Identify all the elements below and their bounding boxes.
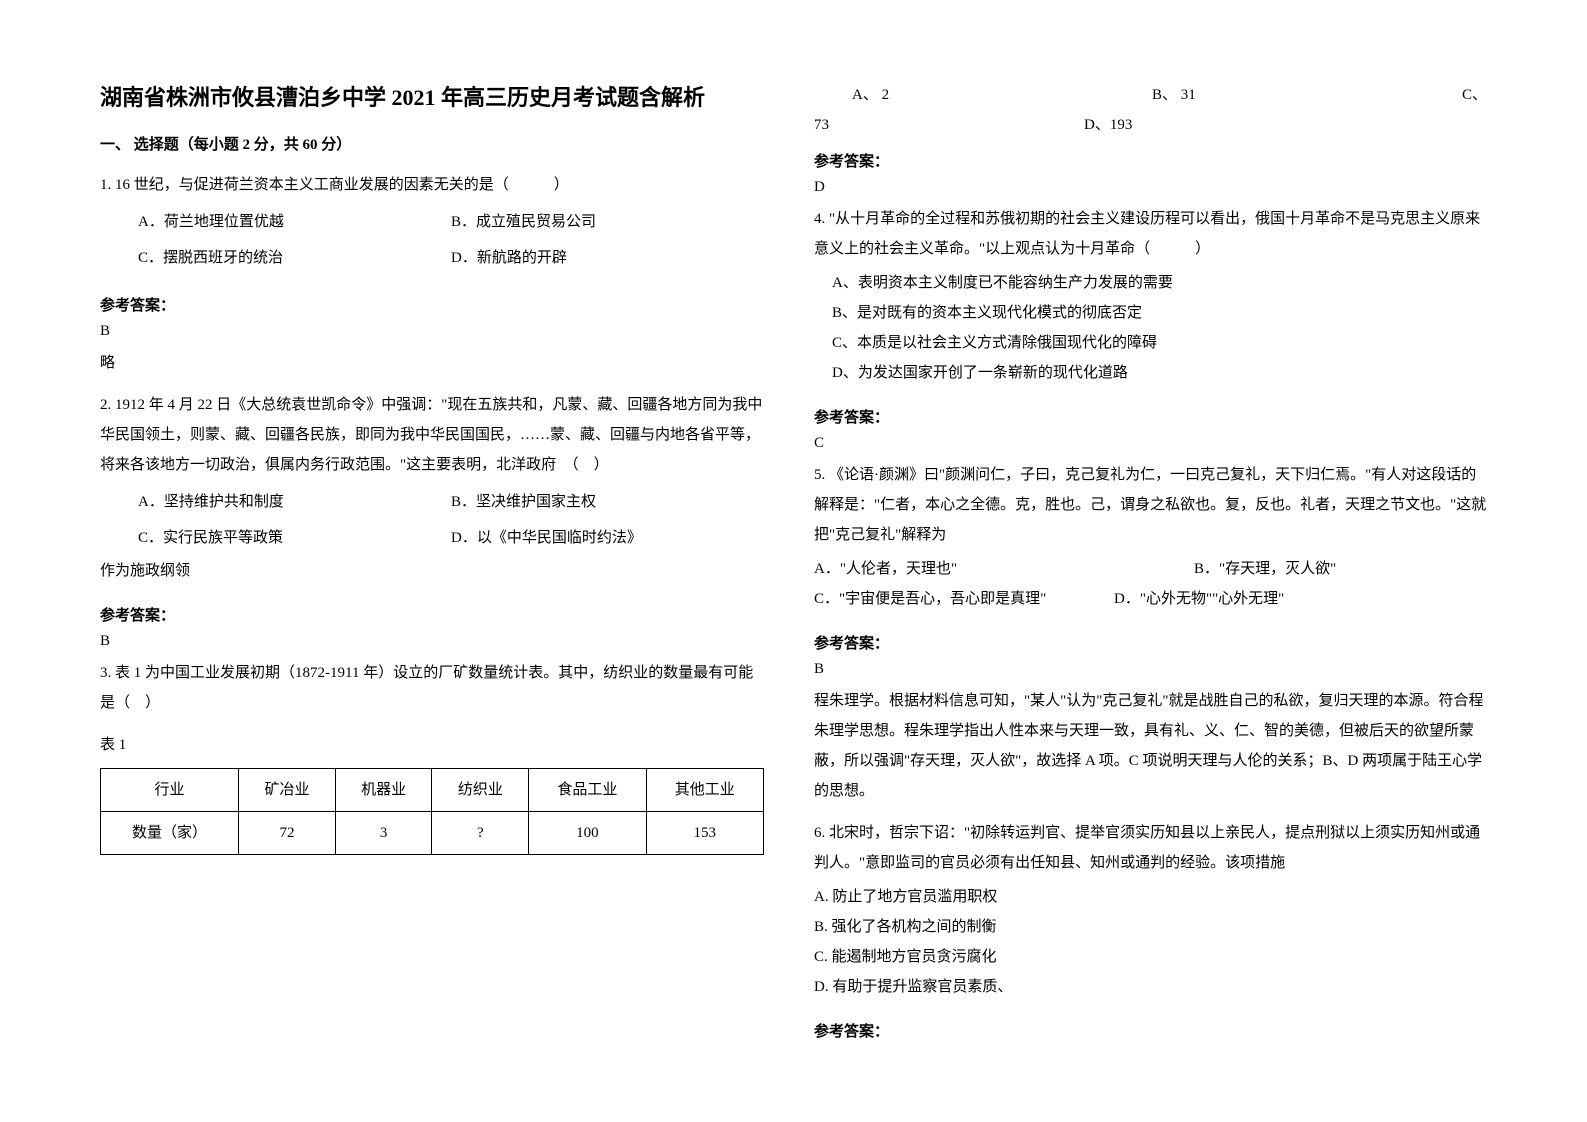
col-header: 食品工业 (529, 769, 646, 812)
table-header-row: 行业 矿冶业 机器业 纺织业 食品工业 其他工业 (101, 769, 764, 812)
cell-value: 153 (646, 812, 763, 855)
q2-option-d-cont: 作为施政纲领 (100, 556, 764, 586)
q2-option-d-prefix: D．以《中华民国临时约法》 (451, 520, 764, 556)
q3-answer: D (814, 179, 1487, 196)
left-column: 湖南省株洲市攸县漕泊乡中学 2021 年高三历史月考试题含解析 一、 选择题（每… (100, 80, 764, 1082)
question-6: 6. 北宋时，哲宗下诏："初除转运判官、提举官须实历知县以上亲民人，提点刑狱以上… (814, 818, 1487, 1002)
q6-option-a: A. 防止了地方官员滥用职权 (814, 882, 1487, 912)
col-header: 纺织业 (432, 769, 529, 812)
q4-option-a: A、表明资本主义制度已不能容纳生产力发展的需要 (814, 268, 1487, 298)
q5-option-a: A．"人伦者，天理也" (814, 554, 1194, 584)
q3-option-b: B、 31 (1152, 80, 1462, 110)
right-column: A、 2 B、 31 C、 73 D、193 参考答案： D 4. "从十月革命… (814, 80, 1487, 1082)
q5-text: 5. 《论语·颜渊》曰"颜渊问仁，子曰，克己复礼为仁，一曰克己复礼，天下归仁焉。… (814, 460, 1487, 550)
q1-option-d: D．新航路的开辟 (451, 240, 764, 276)
q6-options: A. 防止了地方官员滥用职权 B. 强化了各机构之间的制衡 C. 能遏制地方官员… (814, 882, 1487, 1002)
q3-text: 3. 表 1 为中国工业发展初期（1872-1911 年）设立的厂矿数量统计表。… (100, 658, 764, 718)
question-1: 1. 16 世纪，与促进荷兰资本主义工商业发展的因素无关的是（ ） A．荷兰地理… (100, 170, 764, 276)
q2-option-c: C．实行民族平等政策 (138, 520, 451, 556)
col-header: 其他工业 (646, 769, 763, 812)
q3-options-line2: 73 D、193 (814, 110, 1487, 140)
col-header: 行业 (101, 769, 239, 812)
question-3: 3. 表 1 为中国工业发展初期（1872-1911 年）设立的厂矿数量统计表。… (100, 658, 764, 855)
question-2: 2. 1912 年 4 月 22 日《大总统袁世凯命令》中强调："现在五族共和，… (100, 390, 764, 586)
row-header: 数量（家） (101, 812, 239, 855)
col-header: 机器业 (335, 769, 432, 812)
q2-options-row2: C．实行民族平等政策 D．以《中华民国临时约法》 (100, 520, 764, 556)
q1-option-c: C．摆脱西班牙的统治 (138, 240, 451, 276)
section-header: 一、 选择题（每小题 2 分，共 60 分） (100, 133, 764, 154)
question-4: 4. "从十月革命的全过程和苏俄初期的社会主义建设历程可以看出，俄国十月革命不是… (814, 204, 1487, 388)
q5-answer-label: 参考答案： (814, 632, 1487, 653)
q4-options: A、表明资本主义制度已不能容纳生产力发展的需要 B、是对既有的资本主义现代化模式… (814, 268, 1487, 388)
document-title: 湖南省株洲市攸县漕泊乡中学 2021 年高三历史月考试题含解析 (100, 80, 764, 115)
col-header: 矿冶业 (239, 769, 336, 812)
q4-text: 4. "从十月革命的全过程和苏俄初期的社会主义建设历程可以看出，俄国十月革命不是… (814, 204, 1487, 264)
table-data-row: 数量（家） 72 3 ? 100 153 (101, 812, 764, 855)
cell-value: 100 (529, 812, 646, 855)
q1-text: 1. 16 世纪，与促进荷兰资本主义工商业发展的因素无关的是（ ） (100, 170, 764, 200)
q5-options: A．"人伦者，天理也" B．"存天理，灭人欲" C．"宇宙便是吾心，吾心即是真理… (814, 554, 1487, 614)
cell-value: ? (432, 812, 529, 855)
q1-explanation: 略 (100, 348, 764, 378)
q4-option-b: B、是对既有的资本主义现代化模式的彻底否定 (814, 298, 1487, 328)
q2-answer-label: 参考答案： (100, 604, 764, 625)
q4-option-d: D、为发达国家开创了一条崭新的现代化道路 (814, 358, 1487, 388)
q2-option-b: B．坚决维护国家主权 (451, 484, 764, 520)
cell-value: 72 (239, 812, 336, 855)
q1-options: A．荷兰地理位置优越 B．成立殖民贸易公司 C．摆脱西班牙的统治 D．新航路的开… (100, 204, 764, 276)
q2-text: 2. 1912 年 4 月 22 日《大总统袁世凯命令》中强调："现在五族共和，… (100, 390, 764, 480)
q1-answer-label: 参考答案： (100, 294, 764, 315)
cell-value: 3 (335, 812, 432, 855)
q6-option-b: B. 强化了各机构之间的制衡 (814, 912, 1487, 942)
q4-answer: C (814, 435, 1487, 452)
q1-option-b: B．成立殖民贸易公司 (451, 204, 764, 240)
q5-option-b: B．"存天理，灭人欲" (1194, 554, 1336, 584)
q5-option-c: C．"宇宙便是吾心，吾心即是真理" (814, 584, 1114, 614)
q6-option-c: C. 能遏制地方官员贪污腐化 (814, 942, 1487, 972)
q4-answer-label: 参考答案： (814, 406, 1487, 427)
q6-answer-label: 参考答案： (814, 1020, 1487, 1041)
q3-option-c: C、 (1462, 80, 1487, 110)
q3-table: 行业 矿冶业 机器业 纺织业 食品工业 其他工业 数量（家） 72 3 ? 10… (100, 768, 764, 855)
q2-options-row1: A．坚持维护共和制度 B．坚决维护国家主权 (100, 484, 764, 520)
q3-answer-label: 参考答案： (814, 150, 1487, 171)
q3-option-c-cont: 73 (814, 110, 1084, 140)
q5-option-d: D．"心外无物""心外无理" (1114, 584, 1284, 614)
q3-table-label: 表 1 (100, 730, 764, 760)
q3-options-line1: A、 2 B、 31 C、 (814, 80, 1487, 110)
q3-option-a: A、 2 (852, 80, 1152, 110)
q5-answer: B (814, 661, 1487, 678)
q2-answer: B (100, 633, 764, 650)
q6-text: 6. 北宋时，哲宗下诏："初除转运判官、提举官须实历知县以上亲民人，提点刑狱以上… (814, 818, 1487, 878)
q1-option-a: A．荷兰地理位置优越 (138, 204, 451, 240)
q2-option-a: A．坚持维护共和制度 (138, 484, 451, 520)
q4-option-c: C、本质是以社会主义方式清除俄国现代化的障碍 (814, 328, 1487, 358)
q5-explanation: 程朱理学。根据材料信息可知，"某人"认为"克己复礼"就是战胜自己的私欲，复归天理… (814, 686, 1487, 806)
q1-answer: B (100, 323, 764, 340)
q6-option-d: D. 有助于提升监察官员素质、 (814, 972, 1487, 1002)
question-5: 5. 《论语·颜渊》曰"颜渊问仁，子曰，克己复礼为仁，一曰克己复礼，天下归仁焉。… (814, 460, 1487, 614)
q3-option-d: D、193 (1084, 110, 1487, 140)
